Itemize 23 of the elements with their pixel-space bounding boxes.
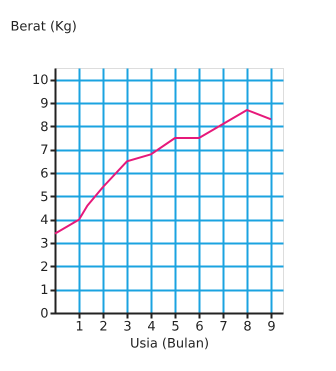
x-tick-label: 7 [219,320,228,334]
x-axis-title: Usia (Bulan) [130,336,210,352]
x-tick-label: 3 [123,320,132,334]
x-tick-label: 2 [99,320,108,334]
x-tick-label: 8 [243,320,252,334]
y-tick-label: 5 [40,190,48,205]
y-tick-label: 10 [32,73,48,88]
y-tick-label: 6 [40,166,48,182]
y-axis-title: Berat (Kg) [10,20,77,34]
x-tick-label: 9 [267,320,276,334]
y-tick-label: 0 [40,306,48,322]
x-tick-label: 5 [171,320,180,334]
y-tick-label: 7 [40,143,48,158]
x-tick-label: 6 [195,320,204,334]
line-series [54,109,272,235]
x-tick-label: 4 [147,320,156,334]
y-tick-label: 1 [40,283,48,298]
x-tick-label: 1 [75,320,84,334]
y-tick-label: 8 [40,120,48,135]
y-tick-label: 3 [40,236,48,252]
y-tick-label: 9 [40,96,48,112]
y-tick-label: 2 [40,260,48,275]
y-tick-label: 4 [40,213,48,228]
